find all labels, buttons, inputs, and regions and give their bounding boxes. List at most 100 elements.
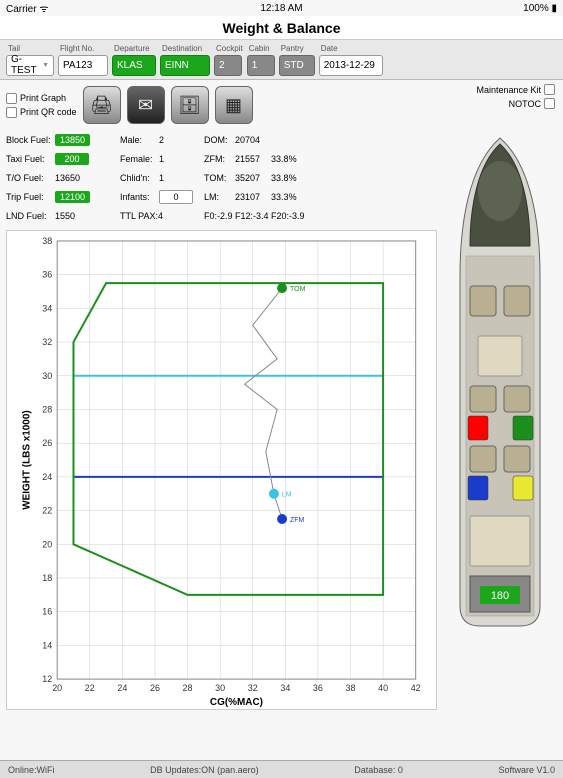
zfm-pct: 33.8% [271, 154, 297, 164]
flight-label: Flight No. [58, 44, 108, 53]
print-qr-label: Print QR code [20, 107, 77, 117]
block-fuel-label: Block Fuel: [6, 135, 52, 145]
svg-text:20: 20 [52, 683, 62, 693]
child-label: Chlid'n: [120, 173, 156, 183]
female-val: 1 [159, 154, 164, 164]
svg-text:16: 16 [42, 607, 52, 617]
svg-text:24: 24 [42, 472, 52, 482]
taxi-fuel[interactable]: 200 [55, 153, 89, 165]
lm-val: 23107 [235, 192, 260, 202]
dom-label: DOM: [204, 135, 232, 145]
database-button[interactable]: 🗄 [171, 86, 209, 124]
notoc-label: NOTOC [509, 99, 541, 109]
child-val: 1 [159, 173, 164, 183]
svg-text:LM: LM [282, 492, 292, 499]
departure-input[interactable]: KLAS [112, 55, 156, 76]
infant-val[interactable]: 0 [159, 190, 193, 204]
svg-text:30: 30 [42, 371, 52, 381]
email-button[interactable]: ✉ [127, 86, 165, 124]
svg-text:36: 36 [42, 270, 52, 280]
tom-val: 35207 [235, 173, 260, 183]
date-input[interactable]: 2013-12-29 [319, 55, 383, 76]
svg-text:ZFM: ZFM [290, 517, 305, 524]
svg-text:22: 22 [85, 683, 95, 693]
maint-kit-label: Maintenance Kit [476, 85, 541, 95]
svg-text:WEIGHT (LBS x1000): WEIGHT (LBS x1000) [21, 410, 32, 509]
female-label: Female: [120, 154, 156, 164]
zfm-val: 21557 [235, 154, 260, 164]
print-qr-check[interactable] [6, 107, 17, 118]
pantry-select[interactable]: STD [279, 55, 315, 76]
svg-text:36: 36 [313, 683, 323, 693]
print-graph-check[interactable] [6, 93, 17, 104]
svg-text:38: 38 [346, 683, 356, 693]
male-val: 2 [159, 135, 164, 145]
battery-pct: 100% [523, 3, 549, 14]
lnd-fuel: 1550 [55, 211, 75, 221]
flight-input[interactable]: PA123 [58, 55, 108, 76]
svg-text:34: 34 [42, 303, 52, 313]
svg-text:32: 32 [42, 337, 52, 347]
dom-val: 20704 [235, 135, 260, 145]
svg-text:38: 38 [42, 236, 52, 246]
svg-text:26: 26 [42, 438, 52, 448]
page-title: Weight & Balance [0, 16, 563, 40]
cg-envelope-chart: 20 22 24 26 28 30 32 34 36 38 40 42 12 14 16 18 20 22 24 26… [6, 230, 437, 710]
tom-pct: 33.8% [271, 173, 297, 183]
tail-select[interactable]: G-TEST [6, 55, 54, 76]
print-button[interactable]: 🖨 [83, 86, 121, 124]
svg-text:28: 28 [42, 404, 52, 414]
svg-text:22: 22 [42, 506, 52, 516]
svg-text:24: 24 [117, 683, 127, 693]
wifi-icon: ᯤ [39, 4, 48, 15]
cabin-select[interactable]: 1 [247, 55, 275, 76]
destination-input[interactable]: EINN [160, 55, 210, 76]
dep-label: Departure [112, 44, 156, 53]
svg-text:18: 18 [42, 573, 52, 583]
svg-text:180: 180 [491, 590, 509, 602]
trip-fuel-label: Trip Fuel: [6, 192, 52, 202]
online-status: Online:WiFi [8, 765, 55, 775]
infant-label: Infants: [120, 192, 156, 202]
db-number: Database: 0 [354, 765, 403, 775]
trip-fuel[interactable]: 12100 [55, 191, 90, 203]
svg-text:14: 14 [42, 640, 52, 650]
tail-label: Tail [6, 44, 54, 53]
svg-text:20: 20 [42, 539, 52, 549]
svg-text:26: 26 [150, 683, 160, 693]
svg-text:40: 40 [378, 683, 388, 693]
print-graph-label: Print Graph [20, 93, 66, 103]
svg-text:12: 12 [42, 674, 52, 684]
lm-label: LM: [204, 192, 232, 202]
to-fuel-label: T/O Fuel: [6, 173, 52, 183]
zfm-label: ZFM: [204, 154, 232, 164]
qr-button[interactable]: ▦ [215, 86, 253, 124]
cabin-label: Cabin [247, 44, 275, 53]
svg-text:28: 28 [183, 683, 193, 693]
sw-version: Software V1.0 [498, 765, 555, 775]
male-label: Male: [120, 135, 156, 145]
block-fuel[interactable]: 13850 [55, 134, 90, 146]
lnd-fuel-label: LND Fuel: [6, 211, 52, 221]
aircraft-layout[interactable]: 180 [448, 136, 552, 646]
tom-label: TOM: [204, 173, 232, 183]
svg-text:30: 30 [215, 683, 225, 693]
to-fuel: 13650 [55, 173, 80, 183]
taxi-fuel-label: Taxi Fuel: [6, 154, 52, 164]
svg-text:32: 32 [248, 683, 258, 693]
dest-label: Destination [160, 44, 210, 53]
maint-kit-check[interactable] [544, 84, 555, 95]
pantry-label: Pantry [279, 44, 315, 53]
svg-text:34: 34 [280, 683, 290, 693]
svg-text:CG(%MAC): CG(%MAC) [210, 697, 263, 708]
notoc-check[interactable] [544, 98, 555, 109]
f-values: F0:-2.9 F12:-3.4 F20:-3.9 [204, 211, 305, 221]
cockpit-select[interactable]: 2 [214, 55, 242, 76]
carrier-label: Carrier [6, 4, 37, 15]
cockpit-label: Cockpit [214, 44, 243, 53]
ttl-pax: TTL PAX:4 [120, 211, 163, 221]
date-label: Date [319, 44, 383, 53]
lm-pct: 33.3% [271, 192, 297, 202]
db-updates: DB Updates:ON (pan.aero) [150, 765, 259, 775]
svg-text:42: 42 [411, 683, 421, 693]
